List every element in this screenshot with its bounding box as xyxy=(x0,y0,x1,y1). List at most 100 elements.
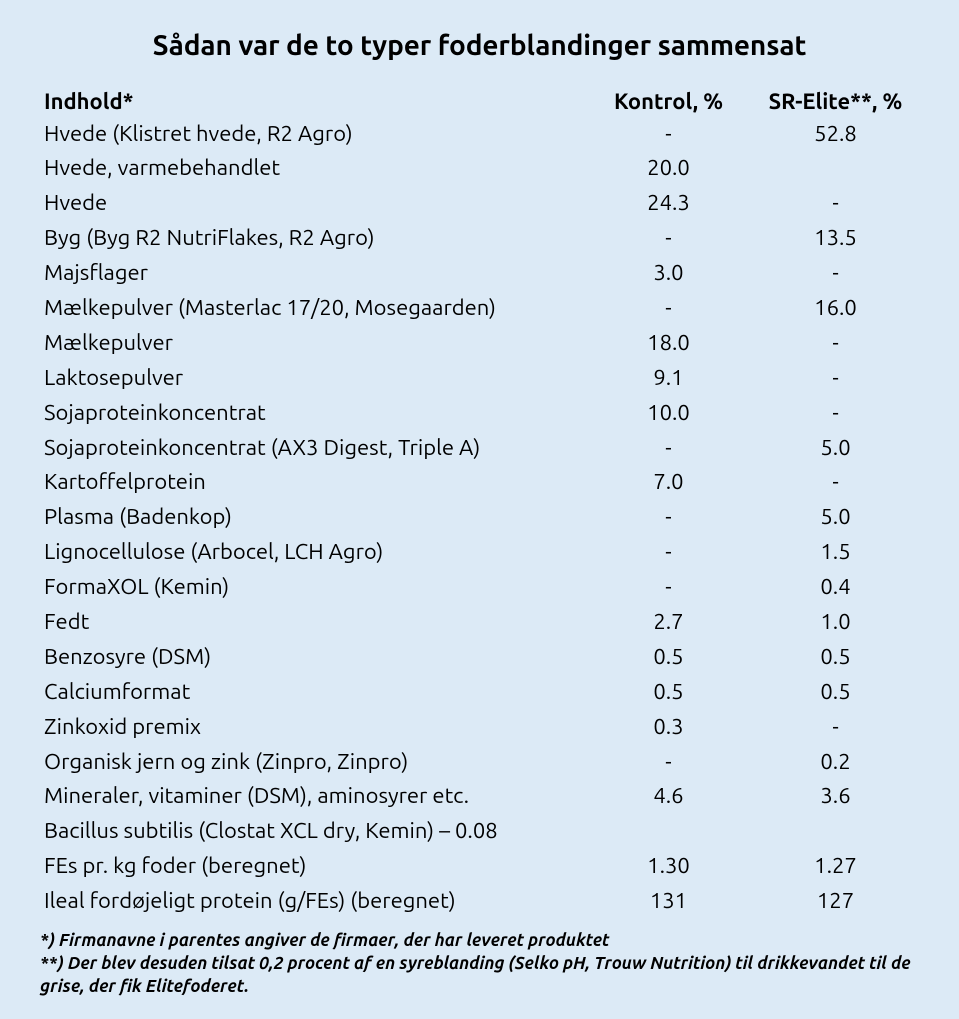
table-row: FEs pr. kg foder (beregnet)1.301.27 xyxy=(40,849,919,884)
table-row: Majsflager3.0- xyxy=(40,256,919,291)
row-value-kontrol: - xyxy=(585,290,752,325)
table-row: FormaXOL (Kemin)-0.4 xyxy=(40,570,919,605)
row-value-kontrol: 131 xyxy=(585,884,752,919)
row-name: Mælkepulver (Masterlac 17/20, Mosegaarde… xyxy=(40,290,585,325)
row-value-sr-elite: 1.0 xyxy=(752,604,919,639)
row-value-sr-elite: - xyxy=(752,186,919,221)
row-name: Benzosyre (DSM) xyxy=(40,639,585,674)
table-row: Zinkoxid premix0.3- xyxy=(40,709,919,744)
row-value-kontrol: - xyxy=(585,116,752,151)
row-name: Kartoffelprotein xyxy=(40,465,585,500)
row-name: Fedt xyxy=(40,604,585,639)
table-row: Mælkepulver18.0- xyxy=(40,325,919,360)
row-value-sr-elite: - xyxy=(752,395,919,430)
row-name: Sojaproteinkoncentrat (AX3 Digest, Tripl… xyxy=(40,430,585,465)
row-name: Mineraler, vitaminer (DSM), aminosyrer e… xyxy=(40,779,585,814)
footnotes: *) Firmanavne i parentes angiver de firm… xyxy=(40,930,919,998)
table-row: Laktosepulver9.1- xyxy=(40,360,919,395)
composition-table: Indhold* Kontrol, % SR-Elite**, % Hvede … xyxy=(40,87,919,918)
table-row: Mineraler, vitaminer (DSM), aminosyrer e… xyxy=(40,779,919,814)
table-row: Lignocellulose (Arbocel, LCH Agro)-1.5 xyxy=(40,535,919,570)
row-name: Hvede xyxy=(40,186,585,221)
row-value-kontrol: - xyxy=(585,221,752,256)
table-row: Hvede, varmebehandlet20.0 xyxy=(40,151,919,186)
row-value-kontrol: 0.3 xyxy=(585,709,752,744)
row-value-kontrol: - xyxy=(585,430,752,465)
row-value-sr-elite: 0.2 xyxy=(752,744,919,779)
row-value-kontrol: - xyxy=(585,744,752,779)
row-value-kontrol: 10.0 xyxy=(585,395,752,430)
row-value-sr-elite: 5.0 xyxy=(752,500,919,535)
row-value-sr-elite: - xyxy=(752,256,919,291)
row-name: Hvede (Klistret hvede, R2 Agro) xyxy=(40,116,585,151)
table-row: Sojaproteinkoncentrat (AX3 Digest, Tripl… xyxy=(40,430,919,465)
feed-composition-card: Sådan var de to typer foderblandinger sa… xyxy=(0,0,959,1019)
row-name: Hvede, varmebehandlet xyxy=(40,151,585,186)
table-row: Sojaproteinkoncentrat10.0- xyxy=(40,395,919,430)
row-value-sr-elite: 52.8 xyxy=(752,116,919,151)
row-value-kontrol: - xyxy=(585,500,752,535)
table-row: Ileal fordøjeligt protein (g/FEs) (bereg… xyxy=(40,884,919,919)
row-value-sr-elite: - xyxy=(752,325,919,360)
row-value-kontrol: 3.0 xyxy=(585,256,752,291)
table-row: Kartoffelprotein7.0- xyxy=(40,465,919,500)
table-row: Hvede (Klistret hvede, R2 Agro)-52.8 xyxy=(40,116,919,151)
table-row: Hvede24.3- xyxy=(40,186,919,221)
footnote-1: *) Firmanavne i parentes angiver de firm… xyxy=(40,930,919,953)
row-name: Sojaproteinkoncentrat xyxy=(40,395,585,430)
table-row: Organisk jern og zink (Zinpro, Zinpro)-0… xyxy=(40,744,919,779)
row-name: FEs pr. kg foder (beregnet) xyxy=(40,849,585,884)
row-name: Organisk jern og zink (Zinpro, Zinpro) xyxy=(40,744,585,779)
row-name: Calciumformat xyxy=(40,674,585,709)
row-name: Zinkoxid premix xyxy=(40,709,585,744)
row-value-sr-elite: 127 xyxy=(752,884,919,919)
row-value-sr-elite: 3.6 xyxy=(752,779,919,814)
row-value-kontrol: - xyxy=(585,535,752,570)
footnote-2: **) Der blev desuden tilsat 0,2 procent … xyxy=(40,953,919,999)
row-name: Bacillus subtilis (Clostat XCL dry, Kemi… xyxy=(40,814,585,849)
row-value-kontrol: 2.7 xyxy=(585,604,752,639)
table-row: Benzosyre (DSM)0.50.5 xyxy=(40,639,919,674)
row-name: Lignocellulose (Arbocel, LCH Agro) xyxy=(40,535,585,570)
row-value-sr-elite: 0.5 xyxy=(752,674,919,709)
table-row: Mælkepulver (Masterlac 17/20, Mosegaarde… xyxy=(40,290,919,325)
row-name: Ileal fordøjeligt protein (g/FEs) (bereg… xyxy=(40,884,585,919)
table-row: Byg (Byg R2 NutriFlakes, R2 Agro)-13.5 xyxy=(40,221,919,256)
row-value-kontrol xyxy=(585,814,752,849)
card-title: Sådan var de to typer foderblandinger sa… xyxy=(40,30,919,61)
row-value-sr-elite: 0.4 xyxy=(752,570,919,605)
row-value-sr-elite: 13.5 xyxy=(752,221,919,256)
table-row: Fedt2.71.0 xyxy=(40,604,919,639)
col-header-kontrol: Kontrol, % xyxy=(585,87,752,116)
row-value-kontrol: 18.0 xyxy=(585,325,752,360)
row-name: Mælkepulver xyxy=(40,325,585,360)
row-value-sr-elite: 1.5 xyxy=(752,535,919,570)
row-value-sr-elite: 1.27 xyxy=(752,849,919,884)
row-value-sr-elite: - xyxy=(752,709,919,744)
table-header-row: Indhold* Kontrol, % SR-Elite**, % xyxy=(40,87,919,116)
row-value-sr-elite xyxy=(752,814,919,849)
row-value-sr-elite: 0.5 xyxy=(752,639,919,674)
row-value-kontrol: - xyxy=(585,570,752,605)
table-row: Plasma (Badenkop)-5.0 xyxy=(40,500,919,535)
row-value-sr-elite: 5.0 xyxy=(752,430,919,465)
row-value-kontrol: 20.0 xyxy=(585,151,752,186)
row-name: Majsflager xyxy=(40,256,585,291)
row-value-kontrol: 0.5 xyxy=(585,674,752,709)
table-row: Bacillus subtilis (Clostat XCL dry, Kemi… xyxy=(40,814,919,849)
row-value-sr-elite: - xyxy=(752,465,919,500)
row-value-kontrol: 7.0 xyxy=(585,465,752,500)
row-value-sr-elite: 16.0 xyxy=(752,290,919,325)
row-value-sr-elite: - xyxy=(752,360,919,395)
row-value-kontrol: 1.30 xyxy=(585,849,752,884)
row-name: Byg (Byg R2 NutriFlakes, R2 Agro) xyxy=(40,221,585,256)
col-header-name: Indhold* xyxy=(40,87,585,116)
row-value-kontrol: 9.1 xyxy=(585,360,752,395)
row-name: FormaXOL (Kemin) xyxy=(40,570,585,605)
col-header-sr-elite: SR-Elite**, % xyxy=(752,87,919,116)
row-value-kontrol: 0.5 xyxy=(585,639,752,674)
row-name: Plasma (Badenkop) xyxy=(40,500,585,535)
row-value-kontrol: 4.6 xyxy=(585,779,752,814)
row-value-kontrol: 24.3 xyxy=(585,186,752,221)
row-name: Laktosepulver xyxy=(40,360,585,395)
